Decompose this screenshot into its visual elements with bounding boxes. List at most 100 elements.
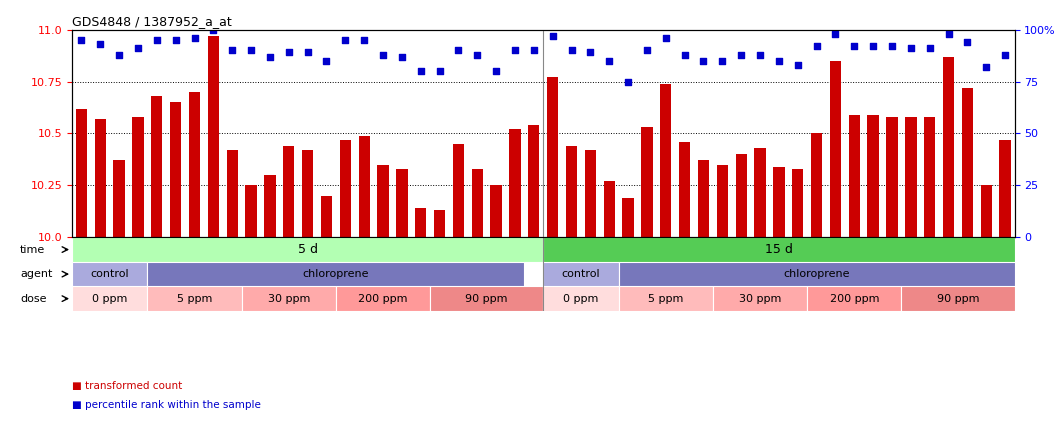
Bar	[147, 262, 524, 286]
Text: 200 ppm: 200 ppm	[829, 294, 879, 304]
Point	[940, 30, 957, 37]
Point	[450, 47, 467, 54]
Point	[300, 49, 317, 56]
Text: chloroprene: chloroprene	[784, 269, 849, 279]
Text: ■ percentile rank within the sample: ■ percentile rank within the sample	[72, 400, 261, 410]
Bar	[72, 237, 543, 262]
Bar	[905, 117, 916, 237]
Bar	[807, 286, 901, 311]
Point	[864, 43, 881, 49]
Bar	[585, 150, 596, 237]
Text: 0 ppm: 0 ppm	[92, 294, 127, 304]
Point	[959, 38, 976, 45]
Point	[695, 58, 712, 64]
Bar	[283, 146, 294, 237]
Point	[620, 78, 636, 85]
Bar	[901, 286, 1015, 311]
Point	[677, 51, 694, 58]
Bar	[736, 154, 747, 237]
Point	[639, 47, 656, 54]
Point	[73, 37, 90, 44]
Point	[752, 51, 769, 58]
Point	[431, 68, 448, 74]
Bar	[509, 129, 521, 237]
Bar	[679, 142, 690, 237]
Point	[827, 30, 844, 37]
Bar	[623, 198, 633, 237]
Point	[469, 51, 486, 58]
Point	[883, 43, 900, 49]
Point	[789, 61, 806, 68]
Bar	[713, 286, 807, 311]
Bar	[430, 286, 543, 311]
Bar	[543, 237, 1015, 262]
Point	[658, 35, 675, 41]
Point	[111, 51, 127, 58]
Point	[262, 53, 279, 60]
Bar	[113, 160, 125, 237]
Point	[223, 47, 240, 54]
Bar	[981, 185, 992, 237]
Text: 200 ppm: 200 ppm	[358, 294, 408, 304]
Text: 30 ppm: 30 ppm	[268, 294, 310, 304]
Point	[129, 45, 146, 52]
Point	[600, 58, 617, 64]
Text: 90 ppm: 90 ppm	[937, 294, 980, 304]
Text: 90 ppm: 90 ppm	[466, 294, 508, 304]
Point	[281, 49, 298, 56]
Bar	[660, 84, 671, 237]
Point	[902, 45, 919, 52]
Point	[525, 47, 542, 54]
Point	[771, 58, 788, 64]
Point	[394, 53, 411, 60]
Point	[921, 45, 938, 52]
Bar	[377, 165, 389, 237]
Text: 30 ppm: 30 ppm	[739, 294, 782, 304]
Bar	[132, 117, 144, 237]
Point	[92, 41, 109, 47]
Bar	[962, 88, 973, 237]
Bar	[302, 150, 313, 237]
Bar	[241, 286, 336, 311]
Point	[808, 43, 825, 49]
Bar	[246, 185, 256, 237]
Bar	[490, 185, 502, 237]
Bar	[265, 175, 275, 237]
Bar	[453, 144, 464, 237]
Bar	[867, 115, 879, 237]
Bar	[396, 169, 408, 237]
Point	[167, 37, 184, 44]
Bar	[925, 117, 935, 237]
Text: ■ transformed count: ■ transformed count	[72, 381, 182, 391]
Text: dose: dose	[20, 294, 47, 304]
Text: GDS4848 / 1387952_a_at: GDS4848 / 1387952_a_at	[72, 16, 232, 28]
Bar	[792, 169, 804, 237]
Bar	[548, 77, 558, 237]
Text: time: time	[20, 244, 46, 255]
Bar	[72, 262, 147, 286]
Bar	[72, 286, 147, 311]
Point	[977, 63, 994, 70]
Bar	[359, 135, 370, 237]
Text: 5 ppm: 5 ppm	[177, 294, 212, 304]
Point	[506, 47, 523, 54]
Point	[337, 37, 354, 44]
Point	[563, 47, 580, 54]
Bar	[773, 167, 785, 237]
Bar	[151, 96, 162, 237]
Text: 15 d: 15 d	[765, 243, 793, 256]
Point	[356, 37, 373, 44]
Bar	[1000, 140, 1010, 237]
Point	[318, 58, 335, 64]
Bar	[698, 160, 710, 237]
Bar	[471, 169, 483, 237]
Bar	[170, 102, 181, 237]
Bar	[830, 61, 841, 237]
Bar	[227, 150, 238, 237]
Bar	[147, 286, 241, 311]
Point	[487, 68, 505, 74]
Bar	[566, 146, 577, 237]
Text: 5 ppm: 5 ppm	[648, 294, 683, 304]
Bar	[848, 115, 860, 237]
Point	[243, 47, 259, 54]
